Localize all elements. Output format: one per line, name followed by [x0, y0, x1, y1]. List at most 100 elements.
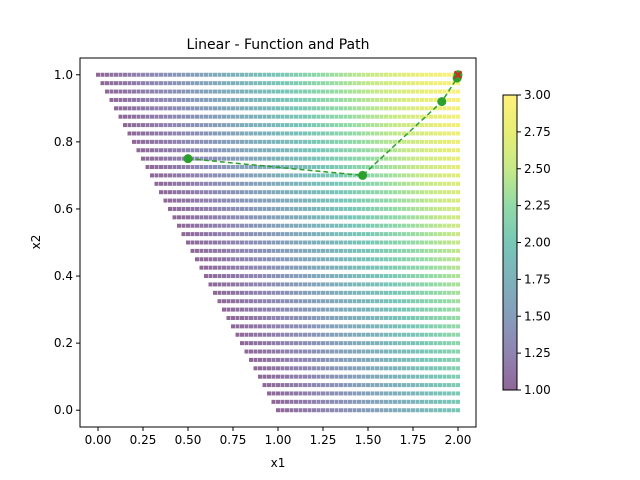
- field-point: [397, 240, 402, 245]
- field-point: [163, 156, 168, 161]
- field-point: [357, 223, 361, 228]
- colorbar-tick-label: 2.25: [524, 199, 551, 213]
- field-point: [402, 265, 406, 270]
- field-point: [240, 72, 244, 77]
- field-point: [276, 114, 280, 119]
- field-point: [276, 240, 280, 245]
- field-point: [312, 399, 316, 404]
- field-point: [348, 232, 352, 237]
- field-point: [352, 282, 357, 287]
- field-point: [253, 89, 258, 94]
- field-point: [375, 332, 379, 337]
- field-point: [271, 257, 276, 262]
- field-point: [235, 274, 240, 279]
- field-point: [181, 173, 186, 178]
- field-point: [253, 257, 258, 262]
- field-point: [411, 257, 415, 262]
- field-point: [456, 315, 460, 320]
- field-point: [253, 282, 258, 287]
- field-point: [276, 332, 280, 337]
- field-point: [370, 274, 375, 279]
- field-point: [393, 282, 397, 287]
- field-point: [307, 341, 312, 346]
- field-point: [433, 366, 438, 371]
- field-point: [150, 173, 154, 178]
- field-point: [375, 215, 379, 220]
- field-point: [420, 89, 424, 94]
- field-point: [456, 324, 460, 329]
- field-point: [294, 290, 298, 295]
- field-point: [424, 324, 429, 329]
- field-point: [303, 374, 307, 379]
- field-point: [303, 332, 307, 337]
- field-point: [258, 282, 262, 287]
- field-point: [370, 383, 375, 388]
- field-point: [123, 81, 127, 86]
- field-point: [357, 324, 361, 329]
- field-point: [379, 391, 384, 396]
- field-point: [384, 274, 388, 279]
- field-point: [303, 190, 307, 195]
- field-point: [420, 223, 424, 228]
- field-point: [442, 265, 447, 270]
- field-point: [316, 215, 321, 220]
- field-point: [262, 165, 267, 170]
- field-point: [271, 232, 276, 237]
- field-point: [298, 165, 303, 170]
- field-point: [429, 324, 433, 329]
- field-point: [285, 315, 289, 320]
- field-point: [181, 165, 186, 170]
- field-point: [96, 72, 100, 77]
- field-point: [420, 366, 424, 371]
- field-point: [294, 148, 298, 153]
- field-point: [429, 357, 433, 362]
- field-point: [145, 114, 150, 119]
- field-point: [159, 81, 163, 86]
- field-point: [231, 282, 235, 287]
- field-point: [186, 223, 190, 228]
- field-point: [240, 114, 244, 119]
- field-point: [348, 349, 352, 354]
- field-point: [325, 181, 330, 186]
- field-point: [321, 81, 325, 86]
- field-point: [127, 97, 132, 102]
- field-point: [154, 89, 159, 94]
- field-point: [321, 131, 325, 136]
- field-point: [348, 399, 352, 404]
- field-point: [289, 332, 294, 337]
- field-point: [375, 248, 379, 253]
- field-point: [217, 215, 222, 220]
- field-point: [159, 114, 163, 119]
- field-point: [397, 408, 402, 413]
- field-point: [249, 165, 253, 170]
- path-point: [183, 154, 193, 164]
- field-point: [442, 366, 447, 371]
- field-point: [438, 123, 442, 128]
- field-point: [406, 332, 411, 337]
- field-point: [204, 215, 208, 220]
- field-point: [375, 324, 379, 329]
- field-point: [168, 156, 172, 161]
- field-point: [370, 89, 375, 94]
- field-point: [375, 139, 379, 144]
- field-point: [442, 89, 447, 94]
- field-point: [406, 366, 411, 371]
- field-point: [334, 114, 339, 119]
- field-point: [321, 206, 325, 211]
- field-point: [361, 324, 366, 329]
- field-point: [348, 357, 352, 362]
- field-point: [370, 131, 375, 136]
- field-point: [213, 114, 217, 119]
- field-point: [348, 156, 352, 161]
- field-point: [294, 257, 298, 262]
- field-point: [258, 290, 262, 295]
- field-point: [366, 148, 370, 153]
- field-point: [249, 190, 253, 195]
- field-point: [316, 324, 321, 329]
- field-point: [420, 97, 424, 102]
- field-point: [150, 81, 154, 86]
- field-point: [150, 72, 154, 77]
- field-point: [276, 307, 280, 312]
- field-point: [136, 148, 141, 153]
- field-point: [325, 341, 330, 346]
